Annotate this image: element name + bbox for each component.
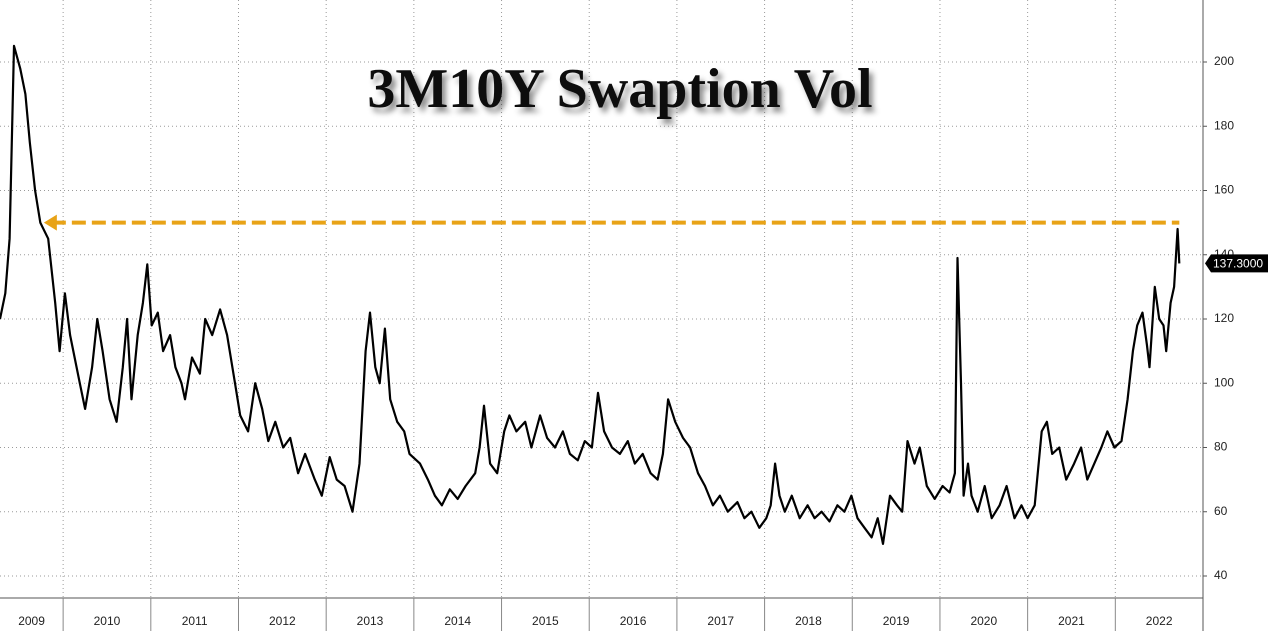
x-tick-label: 2016 (620, 614, 647, 628)
y-tick-label: 200 (1214, 54, 1234, 68)
x-tick-label: 2013 (357, 614, 384, 628)
x-tick-label: 2018 (795, 614, 822, 628)
x-tick-label: 2020 (970, 614, 997, 628)
x-tick-label: 2015 (532, 614, 559, 628)
y-tick-label: 160 (1214, 183, 1234, 197)
y-tick-label: 180 (1214, 118, 1234, 132)
last-value-label: 137.3000 (1213, 257, 1263, 271)
y-tick-label: 100 (1214, 375, 1234, 389)
plot (0, 44, 1181, 545)
x-tick-label: 2022 (1146, 614, 1173, 628)
x-tick-label: 2011 (182, 614, 208, 628)
x-tick-label: 2012 (269, 614, 296, 628)
last-value-box (1205, 254, 1268, 273)
y-tick-label: 60 (1214, 504, 1228, 518)
x-tick-label: 2014 (444, 614, 471, 628)
y-tick-label: 80 (1214, 440, 1228, 454)
x-tick-label: 2010 (94, 614, 121, 628)
reference-arrow (43, 214, 57, 231)
x-tick-label: 2019 (883, 614, 910, 628)
x-tick-label: 2021 (1058, 614, 1085, 628)
chart-title: 3M10Y Swaption Vol (367, 58, 872, 120)
grid (0, 0, 1203, 598)
x-tick-label: 2017 (707, 614, 734, 628)
line-series (0, 44, 1181, 545)
x-tick-label: 2009 (18, 614, 45, 628)
y-tick-label: 120 (1214, 311, 1234, 325)
y-tick-label: 40 (1214, 568, 1228, 582)
